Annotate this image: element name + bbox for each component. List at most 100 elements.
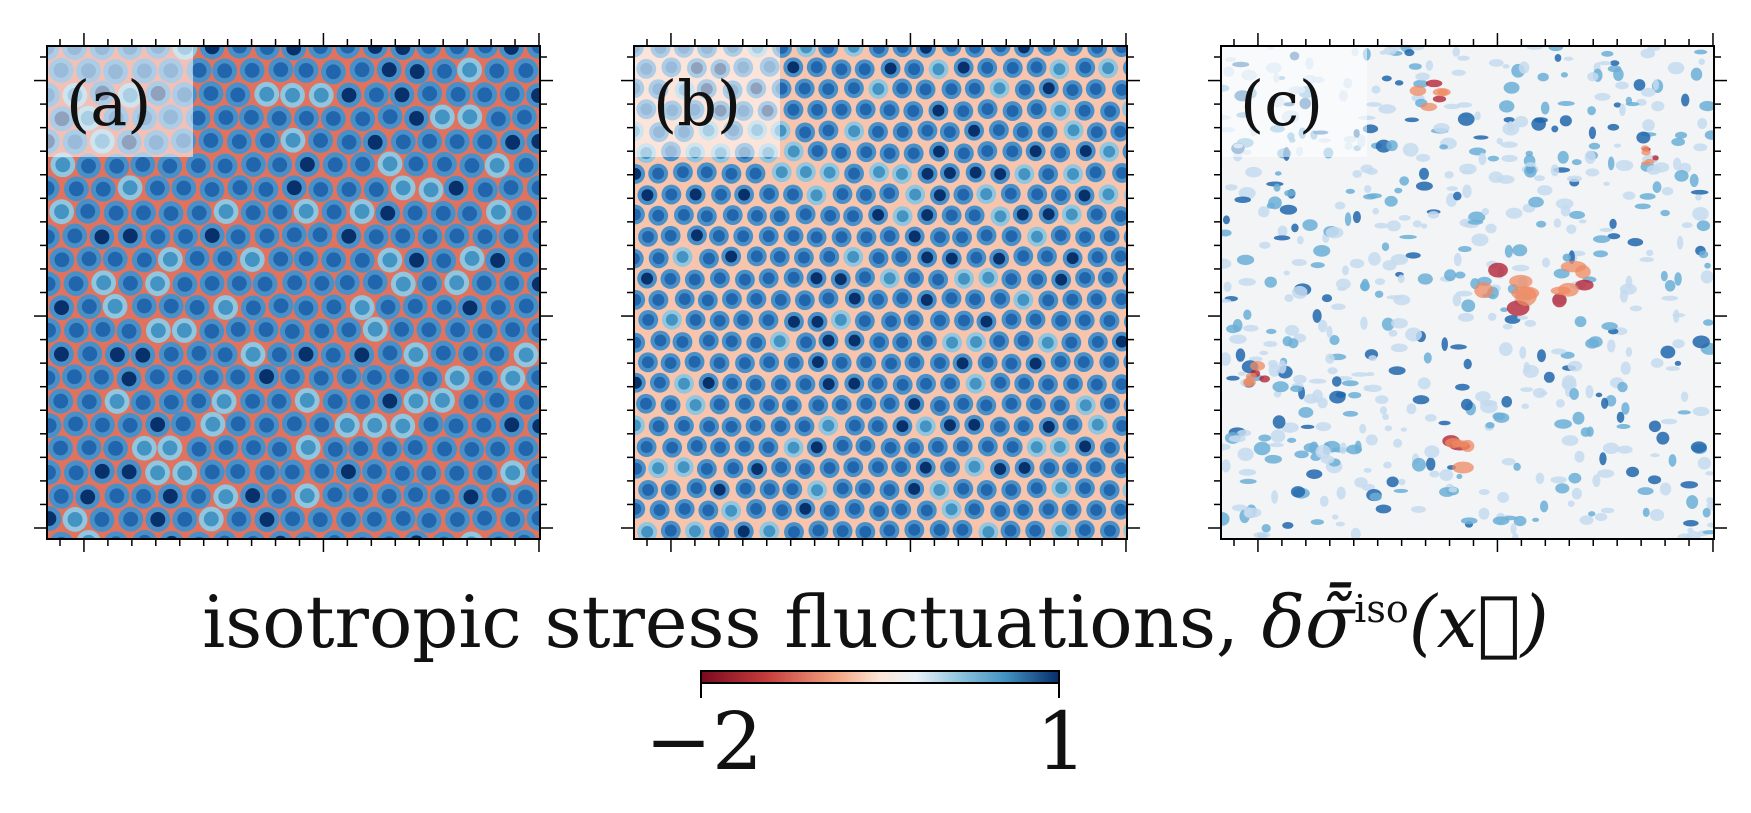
fluctuation-blob	[1580, 427, 1591, 437]
fluctuation-blob	[1528, 196, 1544, 208]
cell-core	[68, 181, 84, 197]
cell-core	[1016, 125, 1029, 138]
cell-core	[163, 346, 179, 362]
cell-core	[956, 231, 968, 244]
fluctuation-blob	[1374, 290, 1384, 298]
cell-core	[285, 511, 301, 527]
negative-stress-blob	[1509, 274, 1533, 289]
cell-core	[299, 392, 315, 408]
cell-core	[958, 314, 970, 327]
cell-core	[191, 62, 207, 78]
fluctuation-blob	[1399, 234, 1417, 240]
fluctuation-blob	[1505, 207, 1523, 219]
cell-core	[1067, 377, 1079, 390]
cell-core	[435, 205, 451, 221]
cell-core	[678, 293, 691, 305]
cell-core	[800, 47, 813, 54]
fluctuation-blob	[1524, 164, 1537, 178]
cell-core	[798, 420, 811, 433]
fluctuation-blob	[1650, 358, 1664, 368]
fluctuation-blob	[1602, 442, 1620, 455]
fluctuation-blob	[1703, 319, 1713, 326]
cell-core	[635, 208, 641, 221]
fluctuation-blob	[1571, 487, 1582, 500]
cell-core	[725, 420, 738, 433]
cell-core	[313, 133, 329, 148]
negative-stress-blob	[1552, 293, 1567, 308]
cell-core	[943, 167, 956, 179]
cell-core	[55, 157, 71, 173]
cell-core	[314, 275, 330, 291]
cell-core	[945, 47, 958, 53]
cell-core	[435, 345, 451, 361]
cell-core	[421, 322, 437, 338]
fluctuation-blob	[1365, 102, 1382, 107]
cell-core	[1042, 208, 1055, 221]
fluctuation-blob	[1705, 471, 1713, 476]
fluctuation-blob	[1513, 515, 1527, 527]
cell-core	[81, 251, 97, 267]
fluctuation-blob	[1584, 150, 1596, 164]
cell-core	[1054, 104, 1067, 117]
fluctuation-blob	[1512, 244, 1528, 257]
cell-core	[448, 418, 464, 434]
fluctuation-blob	[1585, 168, 1600, 177]
cell-core	[1018, 461, 1031, 474]
fluctuation-blob	[1694, 49, 1708, 55]
cell-core	[408, 487, 423, 503]
cell-core	[970, 336, 982, 348]
fluctuation-blob	[1656, 431, 1670, 445]
cell-core	[968, 418, 981, 431]
cell-core	[763, 356, 776, 369]
fluctuation-blob	[1501, 154, 1518, 163]
cell-core	[812, 524, 825, 537]
fluctuation-blob	[1235, 348, 1246, 362]
colorbar-title: isotropic stress fluctuations, δσ̃̄iso(x…	[0, 580, 1751, 664]
cell-core	[298, 62, 314, 78]
cell-core	[354, 252, 370, 268]
cell-core	[823, 462, 836, 475]
cell-core	[700, 166, 713, 179]
fluctuation-blob	[1277, 225, 1288, 237]
cell-core	[1066, 462, 1079, 475]
fluctuation-blob	[1393, 294, 1411, 306]
cell-core	[848, 503, 861, 515]
cell-core	[121, 464, 137, 480]
fluctuation-blob	[1559, 115, 1572, 127]
fluctuation-blob	[1229, 334, 1247, 344]
fluctuation-blob	[1243, 506, 1253, 518]
fluctuation-blob	[1593, 235, 1611, 244]
cell-core	[652, 209, 665, 222]
cell-core	[776, 504, 788, 517]
cell-core	[1042, 294, 1055, 307]
cell-core	[811, 315, 824, 328]
fluctuation-blob	[1461, 299, 1476, 313]
cell-core	[505, 322, 521, 338]
fluctuation-blob	[1554, 419, 1572, 429]
cell-core	[177, 511, 193, 527]
cell-core	[367, 464, 382, 479]
cell-core	[738, 440, 751, 453]
cell-core	[244, 252, 260, 267]
fluctuation-blob	[1372, 207, 1380, 215]
cell-core	[652, 294, 665, 306]
cell-core	[81, 394, 97, 410]
fluctuation-blob	[1363, 185, 1372, 194]
cell-core	[1104, 105, 1117, 118]
fluctuation-blob	[1291, 285, 1308, 299]
cell-core	[957, 105, 970, 118]
cell-core	[968, 209, 981, 222]
cell-core	[272, 441, 287, 457]
cell-core	[121, 371, 137, 387]
cell-core	[872, 208, 885, 221]
cell-core	[284, 324, 300, 339]
cell-core	[504, 275, 520, 291]
cell-core	[340, 47, 356, 54]
fluctuation-blob	[1607, 65, 1622, 73]
cell-core	[957, 61, 970, 74]
cell-core	[503, 228, 519, 244]
cell-core	[190, 110, 206, 126]
fluctuation-blob	[1381, 75, 1392, 82]
cell-core	[969, 47, 981, 54]
fluctuation-blob	[1351, 372, 1369, 377]
